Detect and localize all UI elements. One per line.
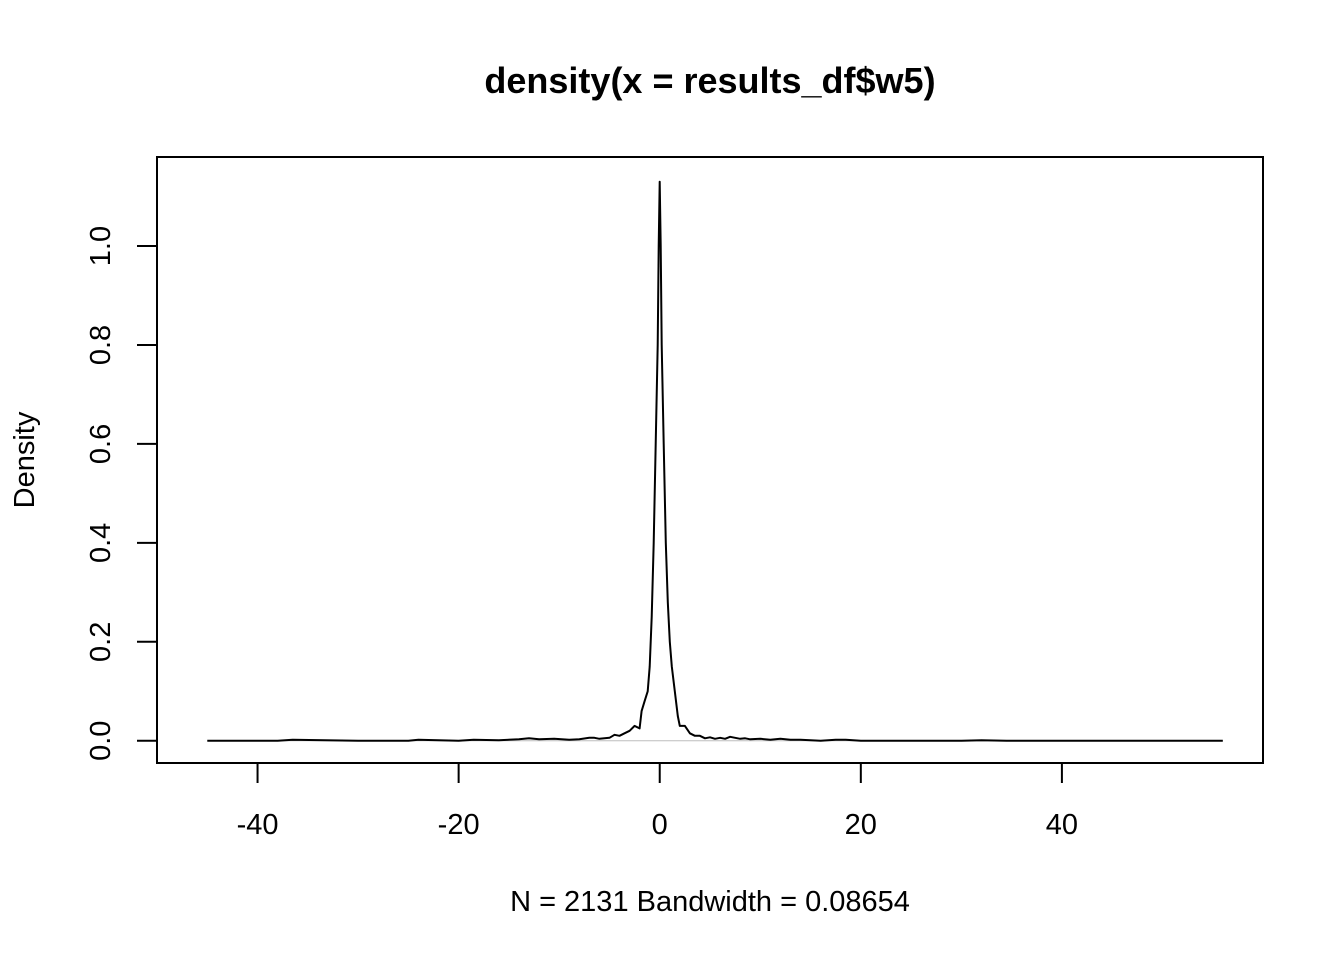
x-axis-label: N = 2131 Bandwidth = 0.08654	[510, 886, 910, 918]
x-tick-label: -40	[237, 809, 279, 841]
x-tick-label: 20	[845, 809, 877, 841]
y-tick-label: 0.8	[85, 325, 117, 365]
y-tick-label: 0.2	[85, 622, 117, 662]
x-tick-label: -20	[438, 809, 480, 841]
x-axis: -40 -20 0 20 40	[237, 762, 1078, 841]
plot-frame	[156, 156, 1264, 764]
chart-title: density(x = results_df$w5)	[484, 60, 935, 101]
y-tick-label: 1.0	[85, 226, 117, 266]
y-axis-label: Density	[9, 411, 41, 508]
y-tick-label: 0.0	[85, 721, 117, 761]
y-tick-label: 0.6	[85, 424, 117, 464]
x-tick-label: 0	[652, 809, 668, 841]
density-curve	[207, 180, 1223, 742]
y-axis: 0.0 0.2 0.4 0.6 0.8 1.0	[85, 226, 158, 761]
y-tick-label: 0.4	[85, 523, 117, 563]
x-tick-label: 40	[1046, 809, 1078, 841]
